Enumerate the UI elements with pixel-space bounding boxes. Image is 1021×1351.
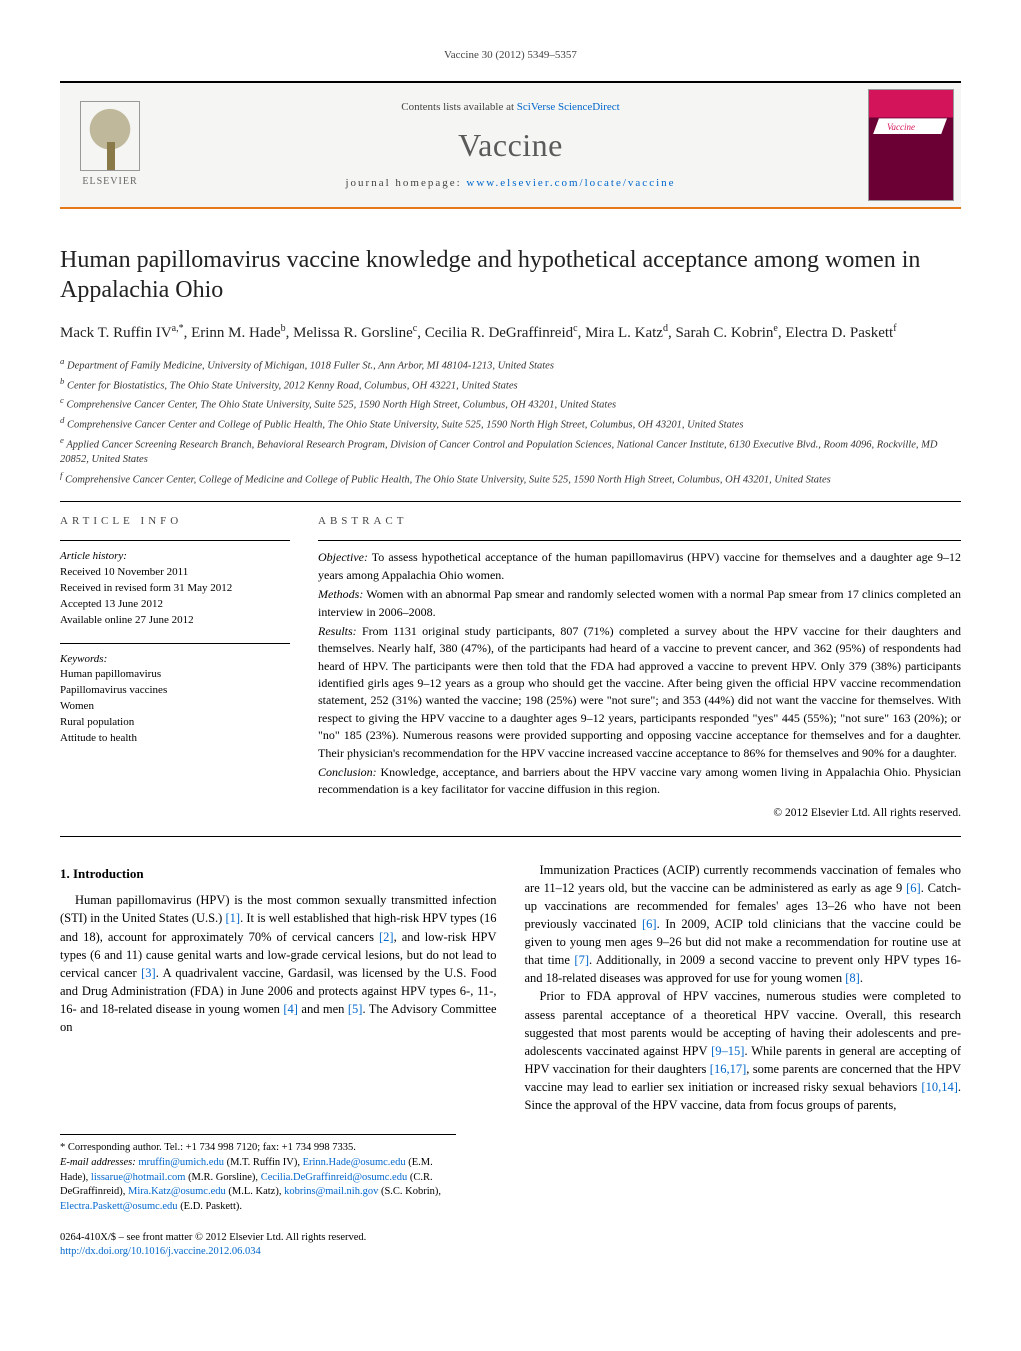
keyword: Papillomavirus vaccines	[60, 683, 290, 699]
intro-para-2: Immunization Practices (ACIP) currently …	[525, 861, 962, 988]
journal-homepage-line: journal homepage: www.elsevier.com/locat…	[160, 176, 861, 191]
affiliation-line: c Comprehensive Cancer Center, The Ohio …	[60, 394, 961, 413]
intro-heading: 1. Introduction	[60, 865, 497, 884]
abstract-heading: ABSTRACT	[318, 514, 961, 530]
keywords-block: Keywords: Human papillomavirusPapillomav…	[60, 652, 290, 748]
history-line: Available online 27 June 2012	[60, 613, 290, 629]
citation-ref[interactable]: [3]	[141, 966, 156, 980]
email-link[interactable]: mruffin@umich.edu	[138, 1157, 224, 1168]
contents-prefix: Contents lists available at	[401, 101, 516, 113]
email-link[interactable]: Mira.Katz@osumc.edu	[128, 1186, 226, 1197]
corresponding-author-footnote: * Corresponding author. Tel.: +1 734 998…	[60, 1134, 456, 1214]
citation-ref[interactable]: [8]	[845, 971, 860, 985]
keyword: Women	[60, 699, 290, 715]
keywords-label: Keywords:	[60, 652, 290, 668]
history-line: Received 10 November 2011	[60, 565, 290, 581]
elsevier-tree-icon	[80, 101, 140, 171]
article-info-heading: ARTICLE INFO	[60, 514, 290, 529]
abstract-paragraph: Objective: To assess hypothetical accept…	[318, 549, 961, 584]
email-link[interactable]: Electra.Paskett@osumc.edu	[60, 1201, 178, 1212]
history-line: Accepted 13 June 2012	[60, 597, 290, 613]
article-body: 1. Introduction Human papillomavirus (HP…	[60, 861, 961, 1115]
abstract-paragraph: Results: From 1131 original study partic…	[318, 623, 961, 762]
keyword: Rural population	[60, 715, 290, 731]
sciencedirect-link[interactable]: SciVerse ScienceDirect	[517, 101, 620, 113]
intro-para-1: Human papillomavirus (HPV) is the most c…	[60, 891, 497, 1036]
citation-ref[interactable]: [6]	[642, 917, 657, 931]
journal-title: Vaccine	[160, 123, 861, 168]
abstract-copyright: © 2012 Elsevier Ltd. All rights reserved…	[318, 805, 961, 822]
publisher-logo-block: ELSEVIER	[60, 83, 160, 207]
homepage-prefix: journal homepage:	[345, 177, 466, 189]
email-link[interactable]: lissarue@hotmail.com	[91, 1172, 186, 1183]
citation-ref[interactable]: [5]	[348, 1002, 363, 1016]
author-list: Mack T. Ruffin IVa,*, Erinn M. Hadeb, Me…	[60, 321, 961, 345]
keyword: Human papillomavirus	[60, 667, 290, 683]
history-label: Article history:	[60, 549, 290, 565]
citation-ref[interactable]: [2]	[379, 930, 394, 944]
citation-ref[interactable]: [1]	[226, 911, 241, 925]
citation-ref[interactable]: [16,17]	[710, 1062, 746, 1076]
publisher-name: ELSEVIER	[82, 175, 137, 189]
corr-author-line: * Corresponding author. Tel.: +1 734 998…	[60, 1141, 456, 1156]
citation-ref[interactable]: [10,14]	[921, 1080, 957, 1094]
intro-para-3: Prior to FDA approval of HPV vaccines, n…	[525, 987, 962, 1114]
email-link[interactable]: kobrins@mail.nih.gov	[284, 1186, 378, 1197]
citation-ref[interactable]: [9–15]	[711, 1044, 744, 1058]
running-head: Vaccine 30 (2012) 5349–5357	[60, 48, 961, 63]
affiliation-line: a Department of Family Medicine, Univers…	[60, 355, 961, 374]
citation-ref[interactable]: [6]	[906, 881, 921, 895]
email-link[interactable]: Erinn.Hade@osumc.edu	[303, 1157, 406, 1168]
footer-meta: 0264-410X/$ – see front matter © 2012 El…	[60, 1231, 961, 1260]
article-history: Article history: Received 10 November 20…	[60, 549, 290, 629]
article-title: Human papillomavirus vaccine knowledge a…	[60, 245, 961, 305]
affiliation-line: f Comprehensive Cancer Center, College o…	[60, 469, 961, 488]
abstract-paragraph: Conclusion: Knowledge, acceptance, and b…	[318, 764, 961, 799]
abstract-paragraph: Methods: Women with an abnormal Pap smea…	[318, 586, 961, 621]
email-addresses: E-mail addresses: mruffin@umich.edu (M.T…	[60, 1156, 456, 1215]
keyword: Attitude to health	[60, 731, 290, 747]
affiliation-line: d Comprehensive Cancer Center and Colleg…	[60, 414, 961, 433]
doi-link[interactable]: http://dx.doi.org/10.1016/j.vaccine.2012…	[60, 1246, 261, 1257]
contents-available-line: Contents lists available at SciVerse Sci…	[160, 100, 861, 115]
email-link[interactable]: Cecilia.DeGraffinreid@osumc.edu	[261, 1172, 408, 1183]
cover-label: Vaccine	[887, 121, 915, 134]
front-matter-line: 0264-410X/$ – see front matter © 2012 El…	[60, 1231, 961, 1246]
affiliation-line: e Applied Cancer Screening Research Bran…	[60, 434, 961, 468]
emails-label: E-mail addresses:	[60, 1157, 136, 1168]
journal-masthead: ELSEVIER Contents lists available at Sci…	[60, 81, 961, 209]
citation-ref[interactable]: [4]	[283, 1002, 298, 1016]
journal-homepage-link[interactable]: www.elsevier.com/locate/vaccine	[466, 177, 675, 189]
journal-cover-thumbnail: Vaccine	[868, 89, 954, 201]
affiliations: a Department of Family Medicine, Univers…	[60, 355, 961, 488]
citation-ref[interactable]: [7]	[574, 953, 589, 967]
history-line: Received in revised form 31 May 2012	[60, 581, 290, 597]
affiliation-line: b Center for Biostatistics, The Ohio Sta…	[60, 375, 961, 394]
